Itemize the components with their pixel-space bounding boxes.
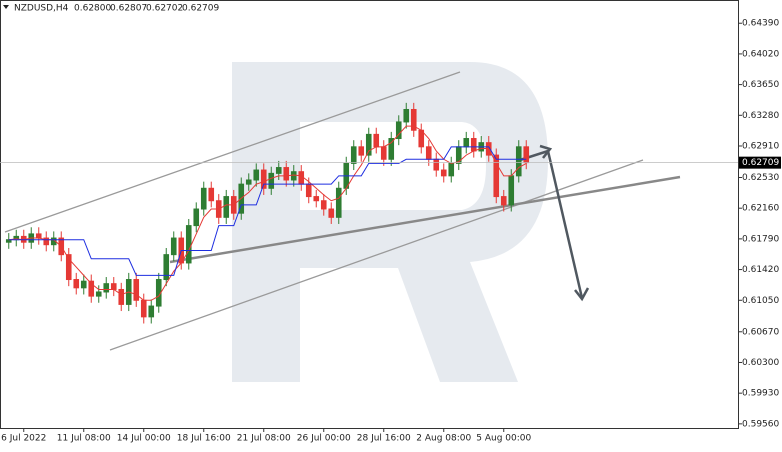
y-tick-label: 0.63650 — [742, 80, 779, 90]
y-tick-label: 0.60300 — [742, 358, 779, 368]
arrow-head — [574, 287, 590, 302]
candle-body — [380, 146, 387, 160]
candle-body — [200, 187, 207, 210]
candle-body — [358, 146, 365, 156]
y-tick-label: 0.64020 — [742, 49, 779, 59]
candle-body — [515, 146, 522, 177]
support-line — [169, 175, 681, 264]
candle-body — [283, 167, 290, 181]
candle-body — [35, 233, 42, 239]
candle-body — [508, 175, 515, 206]
candle-body — [373, 133, 380, 148]
y-tick-label: 0.63280 — [742, 111, 779, 121]
y-tick-label: 0.61050 — [742, 296, 779, 306]
candle-body — [395, 121, 402, 140]
candle-body — [208, 187, 215, 202]
x-tick-label: 6 Jul 2022 — [1, 434, 46, 444]
last-price-label: 0.62709 — [742, 158, 779, 168]
watermark — [232, 62, 548, 382]
candle-body — [185, 225, 192, 264]
y-tick-label: 0.62910 — [742, 141, 779, 151]
candle-body — [335, 187, 342, 218]
candle-body — [350, 146, 357, 164]
candle-body — [313, 196, 320, 202]
x-tick-label: 28 Jul 16:00 — [357, 434, 411, 444]
candle-body — [388, 138, 395, 160]
candle-body — [80, 280, 87, 289]
open-price: 0.62800 — [74, 4, 111, 14]
y-tick-label: 0.61790 — [742, 234, 779, 244]
high-price: 0.62807 — [110, 4, 147, 14]
candle-body — [470, 138, 477, 152]
y-tick-label: 0.59560 — [742, 419, 779, 429]
candle-body — [245, 179, 252, 185]
trend-lines — [4, 71, 681, 351]
channel-lower — [109, 159, 644, 351]
candle-body — [320, 200, 327, 210]
candle-body — [118, 288, 125, 305]
candle-body — [305, 183, 312, 198]
y-tick-label: 0.61420 — [742, 265, 779, 275]
x-tick-label: 2 Aug 08:00 — [416, 434, 471, 444]
candle-body — [133, 279, 140, 301]
candle-body — [328, 208, 335, 218]
x-tick-label: 11 Jul 08:00 — [57, 434, 111, 444]
candle-body — [425, 146, 432, 160]
candle-body — [253, 169, 260, 181]
low-price: 0.62702 — [146, 4, 183, 14]
candle-body — [163, 254, 170, 281]
x-tick-label: 26 Jul 00:00 — [297, 434, 351, 444]
candle-body — [268, 172, 275, 189]
y-tick-label: 0.62160 — [742, 204, 779, 214]
plot-frame — [0, 0, 739, 429]
candle-body — [193, 208, 200, 227]
candle-body — [170, 237, 177, 256]
last-price-box — [739, 156, 781, 169]
candle-body — [403, 108, 410, 123]
candle-body — [463, 138, 470, 148]
x-tick-label: 18 Jul 16:00 — [177, 434, 231, 444]
x-tick-label: 21 Jul 08:00 — [237, 434, 291, 444]
candle-body — [103, 283, 110, 293]
indicator-line — [8, 146, 527, 276]
x-tick-label: 14 Jul 00:00 — [117, 434, 171, 444]
candle-body — [148, 305, 155, 318]
x-tick-label: 5 Aug 00:00 — [476, 434, 531, 444]
channel-upper — [4, 71, 461, 233]
arrow-head — [539, 144, 553, 159]
candle-body — [298, 171, 305, 185]
candle-body — [260, 169, 267, 189]
candle-body — [448, 162, 455, 177]
y-tick-label: 0.60670 — [742, 327, 779, 337]
candle-body — [73, 279, 80, 289]
candle-body — [140, 299, 147, 318]
candle-body — [365, 133, 372, 156]
candle-body — [433, 158, 440, 171]
candle-body — [523, 146, 530, 164]
candle-body — [440, 169, 447, 177]
candle-body — [223, 196, 230, 218]
candle-body — [95, 291, 102, 297]
close-price: 0.62709 — [182, 4, 219, 14]
candle-body — [500, 196, 507, 206]
candle-body — [110, 283, 117, 290]
candle-body — [275, 167, 282, 174]
candle-body — [88, 280, 95, 297]
candle-body — [410, 108, 417, 131]
candle-body — [290, 171, 297, 181]
candle-body — [493, 154, 500, 198]
y-tick-label: 0.59930 — [742, 389, 779, 399]
candle-body — [43, 237, 50, 246]
y-tick-label: 0.62530 — [742, 173, 779, 183]
y-tick-label: 0.64390 — [742, 19, 779, 29]
menu-icon[interactable] — [3, 5, 9, 9]
indicator-line — [8, 125, 527, 301]
symbol: NZDUSD,H4 — [14, 4, 69, 14]
candle-body — [65, 254, 72, 281]
